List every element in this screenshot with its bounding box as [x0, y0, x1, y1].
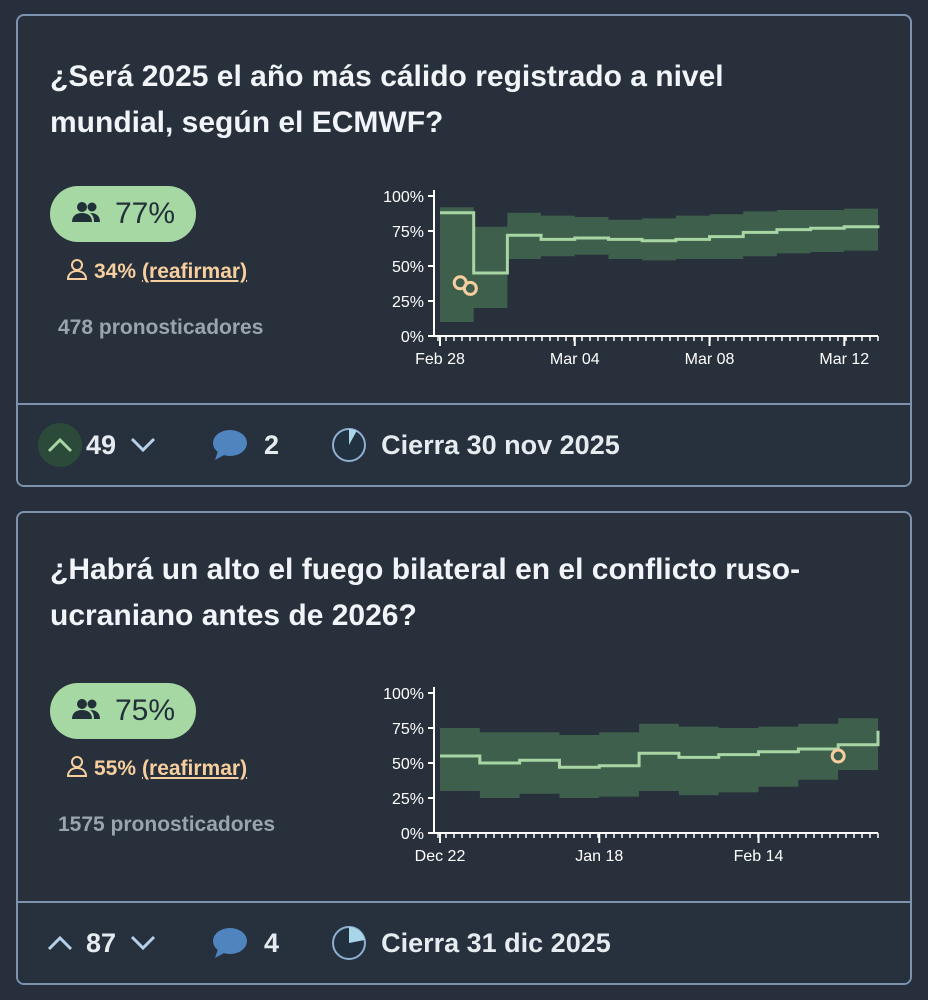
card-footer: 87 4 Cierra 31 dic 2025	[18, 901, 910, 983]
user-icon	[66, 755, 88, 783]
my-prediction-marker[interactable]	[830, 748, 846, 764]
pie-fill	[349, 927, 365, 943]
my-prediction: 55% (reafirmar)	[66, 755, 247, 783]
user-icon	[66, 258, 88, 286]
reaffirm-link[interactable]: (reafirmar)	[142, 757, 248, 780]
confidence-band	[440, 718, 878, 798]
comments-link[interactable]: 2	[212, 429, 279, 461]
chevron-up-icon	[47, 935, 73, 951]
card-footer: 49 2 Cierra 30 nov 2025	[18, 403, 910, 485]
comment-bubble-icon	[213, 430, 248, 460]
y-tick-label: 25%	[392, 294, 424, 311]
vote-count: 87	[86, 927, 117, 958]
y-tick-label: 25%	[392, 791, 424, 808]
y-tick-label: 0%	[401, 826, 424, 843]
my-prediction-value: 55%	[94, 757, 137, 780]
vote-control: 49	[38, 423, 156, 467]
pie-fill	[349, 429, 357, 445]
y-tick-label: 100%	[383, 189, 424, 206]
x-tick-label: Mar 08	[685, 351, 735, 368]
x-tick-label: Jan 18	[575, 848, 623, 865]
comment-bubble-icon	[213, 928, 248, 958]
upvote-button[interactable]	[38, 423, 82, 467]
vote-control: 87	[38, 921, 156, 965]
median-line	[440, 211, 880, 275]
x-tick-label: Dec 22	[415, 848, 466, 865]
close-date-text: Cierra 31 dic 2025	[381, 927, 611, 958]
forecasters-count: 478 pronosticadores	[58, 316, 264, 339]
timer-pie-icon	[332, 428, 367, 462]
x-tick-label: Feb 14	[734, 848, 784, 865]
prediction-timeline-chart[interactable]: 0% 25% 50% 75% 100% Feb 28 Mar 04 Mar 08 Mar 12	[354, 176, 894, 386]
my-prediction-value: 34%	[94, 260, 137, 283]
prediction-timeline-chart[interactable]: 0% 25% 50% 75% 100% Dec 22 Jan 18 Feb 14	[354, 673, 894, 883]
timer-pie-icon	[332, 926, 367, 960]
my-prediction-marker[interactable]	[462, 280, 478, 296]
upvote-button[interactable]	[38, 921, 82, 965]
comments-count: 4	[264, 927, 280, 958]
x-tick-label: Mar 04	[550, 351, 600, 368]
confidence-band	[440, 207, 878, 322]
y-tick-label: 50%	[392, 756, 424, 773]
y-tick-label: 75%	[392, 224, 424, 241]
comments-count: 2	[264, 429, 280, 460]
community-prediction-value: 77%	[114, 197, 176, 230]
forecasters-icon	[71, 694, 101, 728]
comments-link[interactable]: 4	[212, 927, 279, 959]
y-tick-label: 100%	[383, 686, 424, 703]
x-tick-label: Mar 12	[819, 351, 869, 368]
question-title[interactable]: ¿Será 2025 el año más cálido registrado …	[50, 60, 724, 139]
community-prediction-value: 75%	[114, 694, 176, 727]
chevron-down-icon	[130, 935, 156, 951]
community-prediction-badge: 77%	[50, 186, 196, 242]
community-prediction-badge: 75%	[50, 683, 196, 739]
chevron-down-icon	[130, 437, 156, 453]
chevron-up-icon	[47, 437, 73, 453]
y-tick-label: 75%	[392, 721, 424, 738]
downvote-button[interactable]	[130, 934, 156, 952]
median-line	[440, 730, 880, 769]
forecasters-count: 1575 pronosticadores	[58, 813, 276, 836]
question-card[interactable]: ¿Habrá un alto el fuego bilateral en el …	[16, 511, 912, 985]
close-date-text: Cierra 30 nov 2025	[381, 429, 620, 460]
my-prediction: 34% (reafirmar)	[66, 258, 247, 286]
vote-count: 49	[86, 429, 117, 460]
question-card[interactable]: ¿Será 2025 el año más cálido registrado …	[16, 14, 912, 487]
x-tick-label: Feb 28	[415, 351, 465, 368]
forecasters-icon	[71, 197, 101, 231]
close-date: Cierra 30 nov 2025	[331, 427, 620, 463]
y-tick-label: 50%	[392, 259, 424, 276]
downvote-button[interactable]	[130, 436, 156, 454]
question-title[interactable]: ¿Habrá un alto el fuego bilateral en el …	[50, 553, 801, 632]
reaffirm-link[interactable]: (reafirmar)	[142, 260, 248, 283]
close-date: Cierra 31 dic 2025	[331, 925, 611, 961]
y-tick-label: 0%	[401, 329, 424, 346]
